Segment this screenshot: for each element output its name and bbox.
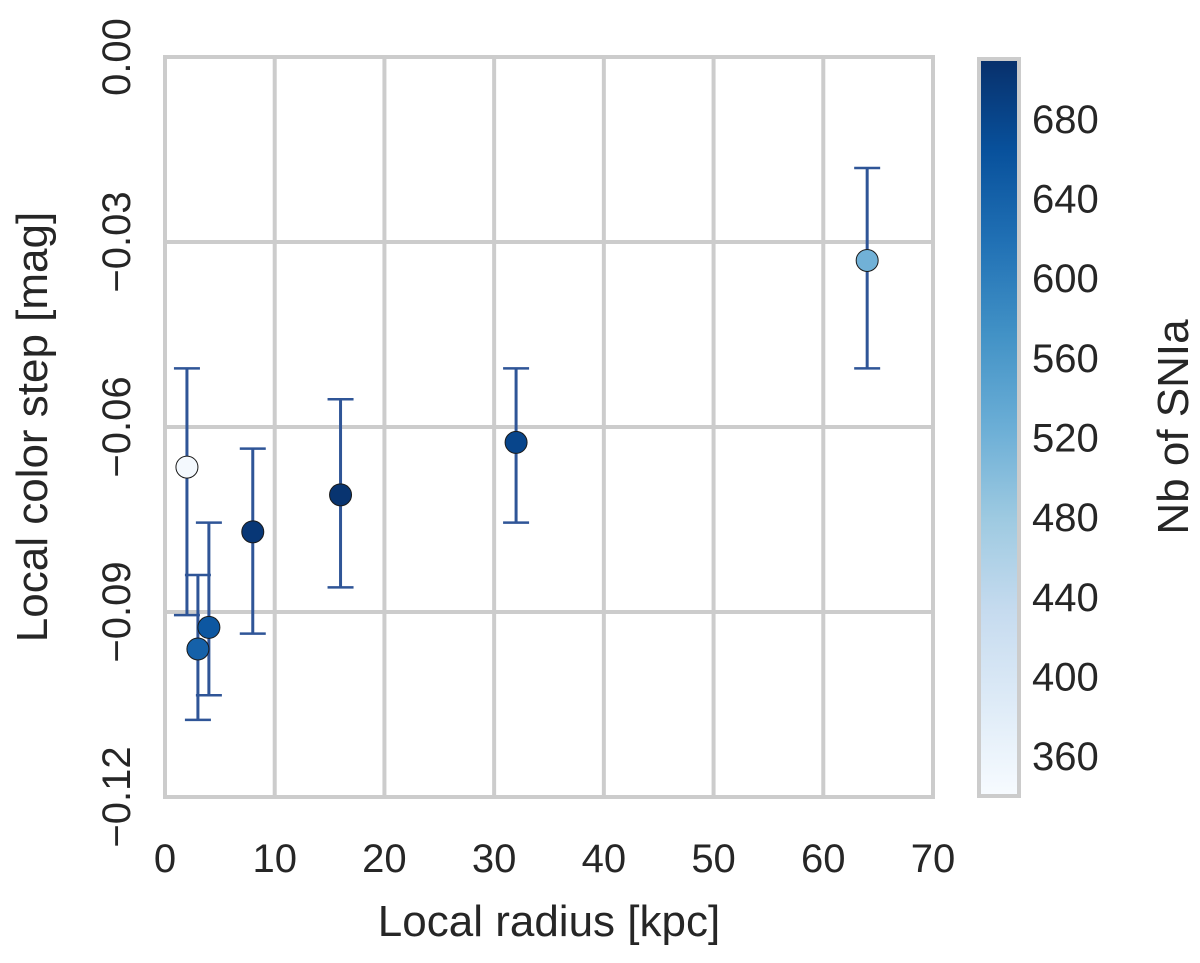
y-tick-label: −0.09 xyxy=(95,561,139,662)
y-tick-label: 0.00 xyxy=(95,18,139,96)
colorbar-tick-label: 600 xyxy=(1032,257,1099,301)
x-tick-label: 70 xyxy=(911,837,956,881)
colorbar-frame xyxy=(977,57,1021,798)
x-tick-label: 30 xyxy=(472,837,517,881)
colorbar-tick-label: 480 xyxy=(1032,496,1099,540)
colorbar-ticks: 360 400 440 480 520 560 600 640 680 xyxy=(1032,98,1099,779)
colorbar: 360 400 440 480 520 560 600 640 680 Nb of SNIa xyxy=(977,57,1198,798)
x-tick-label: 10 xyxy=(252,837,297,881)
x-tick-label: 40 xyxy=(582,837,627,881)
data-point xyxy=(186,637,210,661)
colorbar-tick-label: 360 xyxy=(1032,735,1099,779)
colorbar-tick-label: 680 xyxy=(1032,98,1099,142)
colorbar-tick-label: 440 xyxy=(1032,576,1099,620)
colorbar-label: Nb of SNIa xyxy=(1149,319,1198,535)
data-point xyxy=(197,615,221,639)
data-point xyxy=(175,455,199,479)
x-tick-label: 50 xyxy=(691,837,736,881)
x-tick-label: 60 xyxy=(801,837,846,881)
y-tick-label: −0.06 xyxy=(95,376,139,477)
colorbar-tick-label: 560 xyxy=(1032,337,1099,381)
x-axis-label: Local radius [kpc] xyxy=(378,897,720,946)
x-axis-ticks: 0 10 20 30 40 50 60 70 xyxy=(154,837,955,881)
x-tick-label: 20 xyxy=(362,837,407,881)
plot-area xyxy=(163,55,935,799)
plot-frame xyxy=(163,55,935,799)
colorbar-gradient xyxy=(979,59,1019,796)
y-tick-label: −0.12 xyxy=(95,746,139,847)
data-marks xyxy=(173,166,881,722)
x-tick-label: 0 xyxy=(154,837,176,881)
data-point xyxy=(504,430,528,454)
y-axis-label: Local color step [mag] xyxy=(8,212,57,642)
colorbar-tick-label: 400 xyxy=(1032,655,1099,699)
data-point xyxy=(855,249,879,272)
y-tick-label: −0.03 xyxy=(95,191,139,292)
data-point xyxy=(241,520,265,544)
data-point xyxy=(329,483,353,507)
colorbar-tick-label: 640 xyxy=(1032,177,1099,221)
y-axis-ticks: −0.12 −0.09 −0.06 −0.03 0.00 xyxy=(95,18,139,848)
colorbar-tick-label: 520 xyxy=(1032,416,1099,460)
